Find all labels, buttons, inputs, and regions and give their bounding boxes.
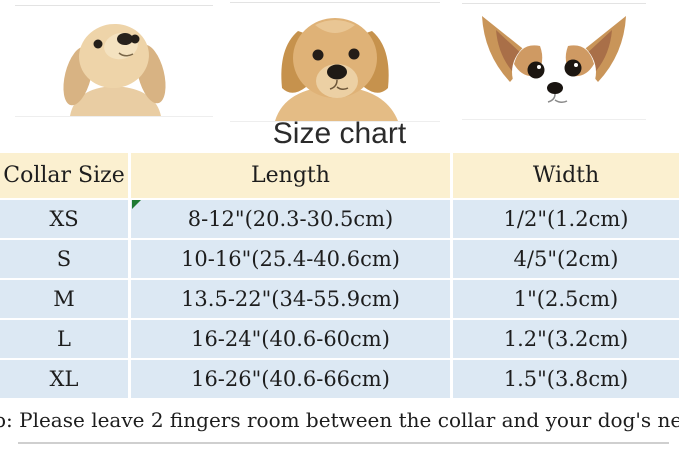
golden-retriever-puppy-illustration: [275, 18, 398, 121]
row-xl-width: 1.5"(3.8cm): [453, 360, 679, 398]
row-s-size: S: [0, 240, 128, 278]
row-l-width: 1.2"(3.2cm): [453, 320, 679, 358]
chihuahua-illustration: [482, 16, 626, 119]
row-l-length: 16-24"(40.6-60cm): [131, 320, 450, 358]
page-title: Size chart: [272, 117, 407, 150]
column-header-width: Width: [453, 153, 679, 198]
row-m-length: 13.5-22"(34-55.9cm): [131, 280, 450, 318]
row-xs-length: 8-12"(20.3-30.5cm): [131, 200, 450, 238]
dachshund-puppy-illustration: [63, 23, 166, 116]
row-s-width: 4/5"(2cm): [453, 240, 679, 278]
dachshund-puppy-photo: [15, 5, 213, 117]
row-xl-length: 16-26"(40.6-66cm): [131, 360, 450, 398]
row-m-size: M: [0, 280, 128, 318]
size-table: Collar Size Length Width XS 8-12"(20.3-3…: [0, 153, 679, 398]
tip-text: Tip: Please leave 2 fingers room between…: [0, 398, 679, 442]
row-xs-size: XS: [0, 200, 128, 238]
row-s-length: 10-16"(25.4-40.6cm): [131, 240, 450, 278]
column-header-length: Length: [131, 153, 450, 198]
row-xs-width: 1/2"(1.2cm): [453, 200, 679, 238]
bottom-divider: [18, 442, 669, 444]
chihuahua-photo: [462, 3, 646, 120]
column-header-collar-size: Collar Size: [0, 153, 128, 198]
row-l-size: L: [0, 320, 128, 358]
row-m-width: 1"(2.5cm): [453, 280, 679, 318]
cell-comment-marker-icon: [132, 200, 141, 209]
row-xl-size: XL: [0, 360, 128, 398]
golden-retriever-puppy-photo: [230, 2, 440, 122]
